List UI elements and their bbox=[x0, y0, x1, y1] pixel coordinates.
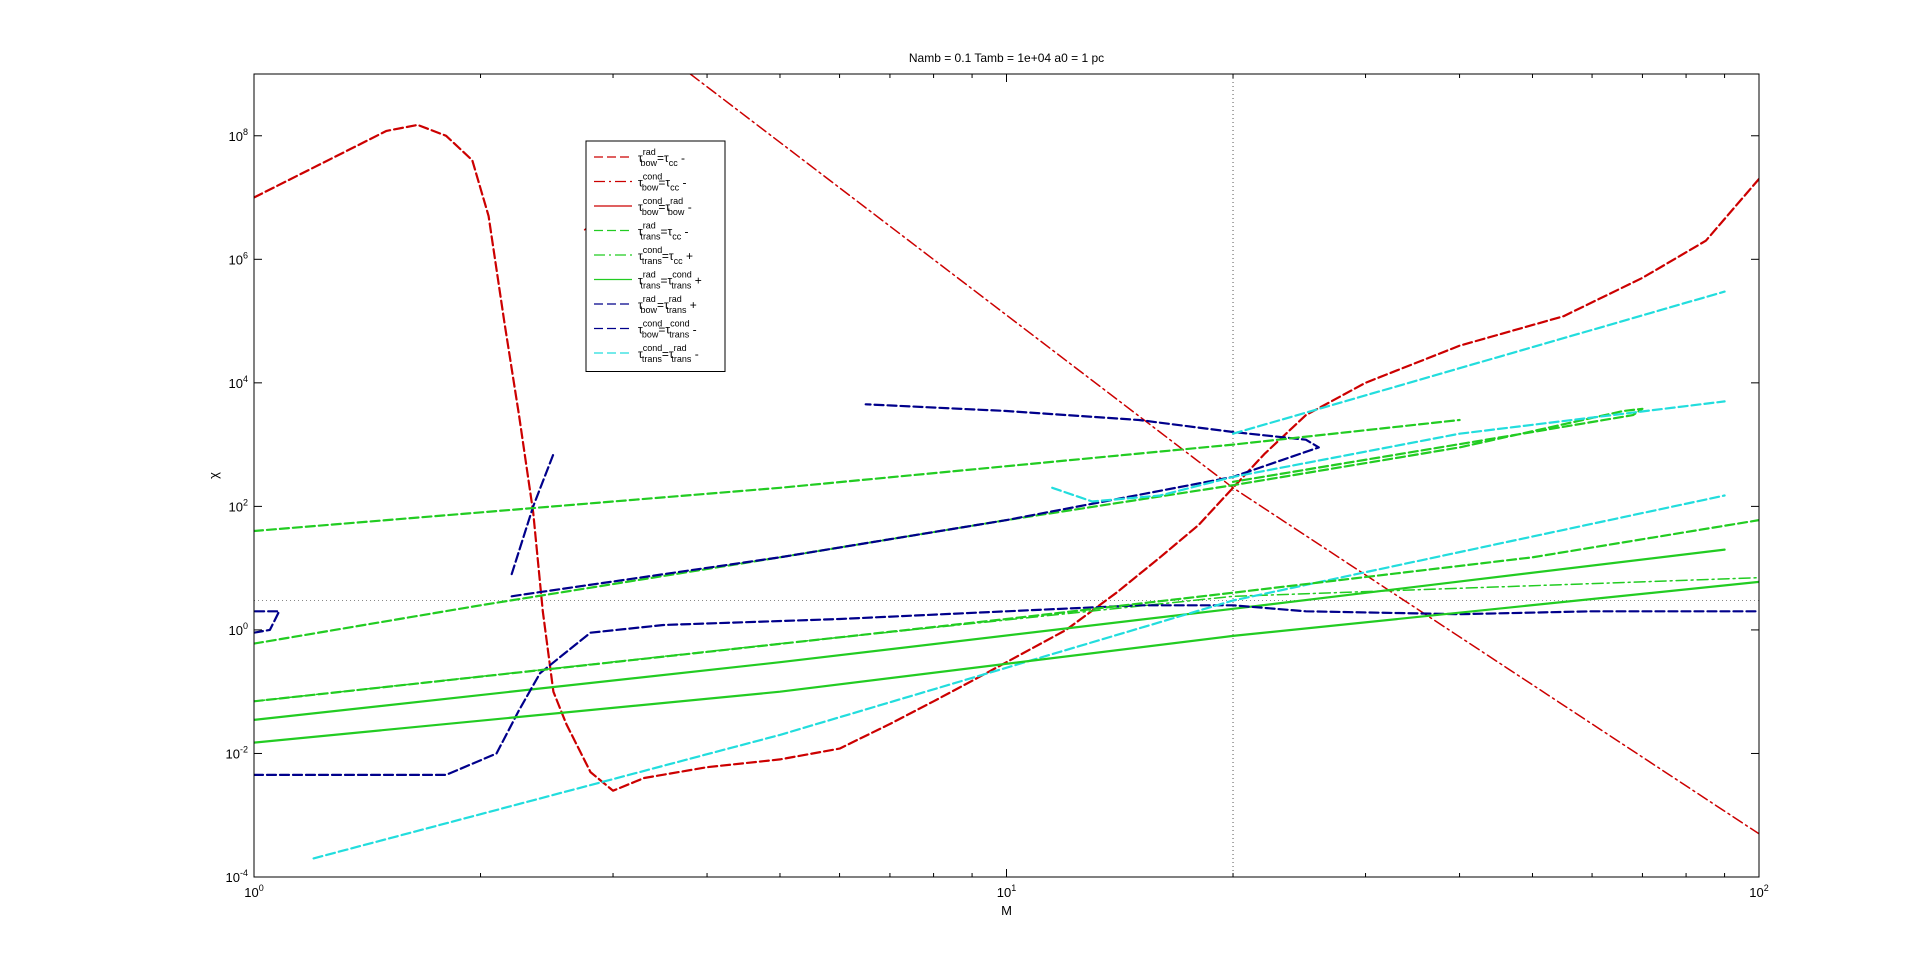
y-tick-label: 102 bbox=[229, 497, 248, 514]
series-line-9 bbox=[312, 494, 1726, 860]
chart-title: Namb = 0.1 Tamb = 1e+04 a0 = 1 pc bbox=[909, 51, 1104, 65]
series-line-15 bbox=[254, 519, 1759, 703]
series-line-1 bbox=[254, 123, 1759, 792]
series-line-8 bbox=[254, 610, 281, 634]
y-tick-label: 106 bbox=[229, 250, 248, 267]
plot-area bbox=[254, 74, 1759, 877]
x-tick-label: 100 bbox=[244, 883, 263, 900]
y-tick-label: 104 bbox=[229, 374, 248, 391]
series-line-10 bbox=[510, 453, 555, 576]
series-line-13 bbox=[1231, 290, 1726, 435]
legend-entry: τcond trans=τrad trans - bbox=[638, 343, 699, 364]
legend-entry: τcond bow=τcond trans - bbox=[638, 319, 697, 340]
legend-entry: τrad trans=τcc - bbox=[638, 221, 689, 242]
x-tick-label: 102 bbox=[1749, 883, 1768, 900]
series-line-6 bbox=[254, 548, 1726, 721]
legend: τrad bow=τcc - τcond bow=τcc - τcond bow=τrad… bbox=[585, 140, 726, 372]
x-tick-label: 101 bbox=[997, 883, 1016, 900]
legend-entry: τcond trans=τcc + bbox=[638, 245, 693, 266]
y-tick-label: 108 bbox=[229, 127, 248, 144]
series-line-4 bbox=[254, 407, 1644, 645]
series-line-2 bbox=[689, 74, 1759, 835]
series-line-14 bbox=[254, 418, 1461, 533]
legend-entry: τrad trans=τcond trans + bbox=[638, 270, 702, 291]
series-line-5 bbox=[254, 576, 1759, 703]
series-line-7 bbox=[254, 604, 1759, 776]
y-tick-label: 10-4 bbox=[226, 868, 248, 885]
legend-entry: τrad bow=τrad trans + bbox=[638, 294, 697, 315]
legend-entry: τcond bow=τrad bow - bbox=[638, 196, 692, 217]
legend-entry: τcond bow=τcc - bbox=[638, 172, 686, 193]
series-line-11 bbox=[510, 403, 1320, 598]
y-tick-label: 100 bbox=[229, 621, 248, 638]
axes: 100 101 102 10-4 10-2 100 102 104 106 108 bbox=[226, 73, 1769, 900]
legend-entry: τrad bow=τcc - bbox=[638, 147, 685, 168]
legend-box bbox=[585, 140, 726, 372]
y-axis-label: χ bbox=[206, 472, 221, 479]
series-line-12 bbox=[1051, 400, 1726, 503]
y-tick-label: 10-2 bbox=[226, 744, 248, 761]
series-line-16 bbox=[254, 580, 1759, 744]
x-axis-label: M bbox=[1001, 903, 1012, 918]
plot-frame bbox=[253, 73, 1760, 878]
